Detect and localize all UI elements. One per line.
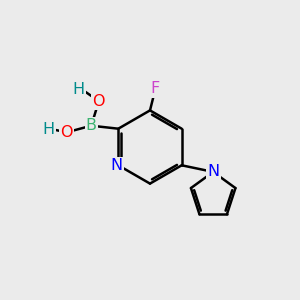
Text: O: O — [93, 94, 105, 109]
Text: H: H — [73, 82, 85, 97]
Text: O: O — [61, 125, 73, 140]
Text: N: N — [111, 158, 123, 173]
Text: N: N — [207, 164, 219, 179]
Text: H: H — [43, 122, 55, 137]
Text: B: B — [86, 118, 97, 133]
Text: F: F — [151, 81, 160, 96]
